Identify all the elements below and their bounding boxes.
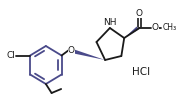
Text: NH: NH <box>103 18 117 27</box>
Polygon shape <box>124 27 138 38</box>
Text: Cl: Cl <box>7 51 15 60</box>
Text: O: O <box>68 46 75 55</box>
Polygon shape <box>74 50 105 60</box>
Text: O: O <box>136 9 143 17</box>
Text: O: O <box>152 24 159 33</box>
Text: CH₃: CH₃ <box>163 24 177 33</box>
Text: HCl: HCl <box>132 67 150 77</box>
